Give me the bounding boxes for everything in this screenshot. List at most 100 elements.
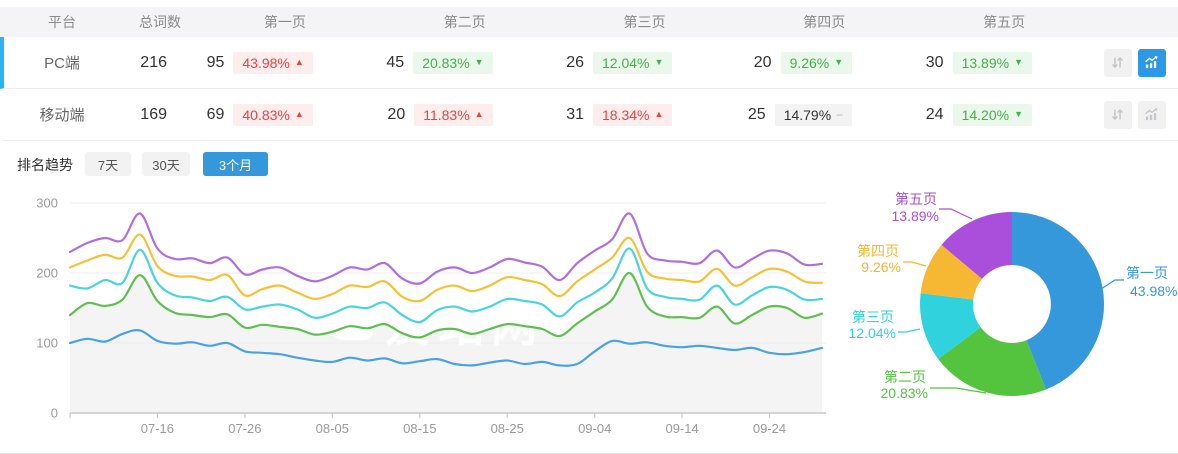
page3-cell: 26 12.04% ▼ (555, 51, 735, 74)
trend-toolbar: 排名趋势 7天 30天 3个月 (0, 146, 1178, 182)
badge-percent: 9.26% (789, 54, 830, 71)
trend-chart-button[interactable] (1137, 100, 1166, 129)
sort-button[interactable] (1103, 100, 1132, 129)
svg-text:200: 200 (36, 266, 58, 281)
table-row-mobile[interactable]: 移动端 169 69 40.83% ▲ 20 11.83% ▲ 31 18.34% ▲… (0, 89, 1178, 141)
svg-text:第三页: 第三页 (852, 309, 894, 325)
col-header-total-words: 总词数 (139, 14, 181, 30)
platform-label: 移动端 (39, 107, 85, 124)
page1-cell: 69 40.83% ▲ (195, 103, 375, 126)
page4-cell: 25 14.79% − (734, 103, 914, 126)
trend-arrow-icon: ▲ (294, 109, 304, 119)
trend-arrow-icon: ▼ (474, 57, 484, 67)
page2-cell: 45 20.83% ▼ (375, 51, 555, 74)
svg-text:第四页: 第四页 (857, 243, 899, 259)
page-count: 31 (566, 105, 584, 123)
total-words-value: 216 (140, 53, 167, 71)
page-count: 25 (747, 105, 766, 123)
svg-text:07-16: 07-16 (141, 421, 174, 436)
trend-arrow-icon: ▲ (294, 57, 304, 67)
percent-badge: 12.04% ▼ (592, 51, 673, 74)
col-header-page2: 第二页 (443, 14, 486, 30)
trend-section-title: 排名趋势 (17, 157, 73, 173)
svg-text:100: 100 (36, 336, 58, 351)
page-count: 45 (386, 53, 405, 71)
trend-arrow-icon: − (836, 107, 844, 122)
svg-text:9.26%: 9.26% (861, 259, 901, 275)
badge-percent: 11.83% (423, 106, 470, 123)
page-count: 20 (387, 105, 406, 123)
percent-badge: 9.26% ▼ (780, 51, 853, 74)
col-header-page3: 第三页 (623, 14, 666, 30)
trend-chart-button[interactable] (1137, 48, 1166, 77)
page3-cell: 31 18.34% ▲ (555, 103, 735, 126)
col-header-platform: 平台 (48, 14, 76, 30)
sort-button[interactable] (1103, 48, 1132, 77)
page-count: 95 (206, 53, 225, 71)
rank-table: 平台 总词数 第一页 第二页 第三页 第四页 第五页 PC端 216 95 43… (0, 7, 1178, 141)
page-count: 24 (925, 105, 944, 123)
tab-7days[interactable]: 7天 (85, 152, 131, 176)
svg-text:20.83%: 20.83% (881, 385, 928, 401)
col-header-page4: 第四页 (803, 14, 846, 30)
percent-badge: 43.98% ▲ (233, 51, 313, 74)
badge-percent: 43.98% (242, 54, 290, 71)
svg-text:09-24: 09-24 (753, 421, 786, 436)
table-header-row: 平台 总词数 第一页 第二页 第三页 第四页 第五页 (0, 7, 1178, 37)
svg-text:09-14: 09-14 (665, 421, 698, 436)
sort-arrows-icon (1112, 109, 1124, 120)
badge-percent: 18.34% (601, 106, 650, 123)
percent-badge: 18.34% ▲ (592, 103, 673, 126)
svg-text:13.89%: 13.89% (892, 208, 939, 224)
platform-label: PC端 (44, 55, 80, 72)
badge-percent: 20.83% (422, 54, 470, 71)
page5-cell: 30 13.89% ▼ (914, 51, 1094, 74)
badge-percent: 14.20% (961, 106, 1010, 123)
page5-cell: 24 14.20% ▼ (914, 103, 1094, 126)
badge-percent: 12.04% (601, 54, 650, 71)
svg-text:07-26: 07-26 (228, 421, 261, 436)
trend-arrow-icon: ▼ (1014, 109, 1023, 119)
svg-text:43.98%: 43.98% (1130, 283, 1177, 299)
svg-text:08-15: 08-15 (403, 421, 436, 436)
svg-text:300: 300 (36, 196, 58, 211)
page4-cell: 20 9.26% ▼ (734, 51, 914, 74)
trend-arrow-icon: ▲ (474, 109, 484, 119)
bar-trend-icon (1145, 107, 1159, 121)
trend-arrow-icon: ▼ (834, 57, 844, 67)
svg-text:09-04: 09-04 (578, 421, 611, 436)
col-header-page5: 第五页 (983, 14, 1026, 30)
badge-percent: 13.89% (961, 54, 1010, 71)
col-header-page1: 第一页 (263, 14, 306, 30)
percent-badge: 14.79% − (774, 103, 853, 126)
total-words-value: 169 (140, 105, 167, 123)
page1-cell: 95 43.98% ▲ (195, 51, 375, 74)
bar-trend-icon (1145, 55, 1159, 69)
page-count: 69 (206, 105, 225, 123)
page2-cell: 20 11.83% ▲ (375, 103, 555, 126)
svg-text:第二页: 第二页 (884, 369, 926, 385)
page-count: 20 (753, 53, 772, 71)
page-count: 26 (566, 53, 584, 71)
percent-badge: 14.20% ▼ (952, 103, 1032, 126)
table-row-pc[interactable]: PC端 216 95 43.98% ▲ 45 20.83% ▼ 26 12.04% ▼… (0, 37, 1178, 89)
percent-badge: 40.83% ▲ (233, 103, 313, 126)
percent-badge: 20.83% ▼ (413, 51, 493, 74)
sort-arrows-icon (1112, 57, 1124, 68)
svg-text:第一页: 第一页 (1126, 265, 1168, 281)
trend-arrow-icon: ▼ (654, 57, 664, 67)
svg-text:12.04%: 12.04% (849, 325, 896, 341)
trend-arrow-icon: ▼ (1014, 57, 1023, 67)
page-count: 30 (925, 53, 944, 71)
tab-3months[interactable]: 3个月 (203, 152, 268, 176)
svg-text:08-25: 08-25 (491, 421, 524, 436)
percent-badge: 13.89% ▼ (952, 51, 1032, 74)
badge-percent: 14.79% (783, 106, 832, 123)
percent-badge: 11.83% ▲ (414, 103, 493, 126)
svg-text:08-05: 08-05 (316, 421, 349, 436)
tab-30days[interactable]: 30天 (142, 152, 190, 176)
svg-text:0: 0 (51, 406, 58, 421)
